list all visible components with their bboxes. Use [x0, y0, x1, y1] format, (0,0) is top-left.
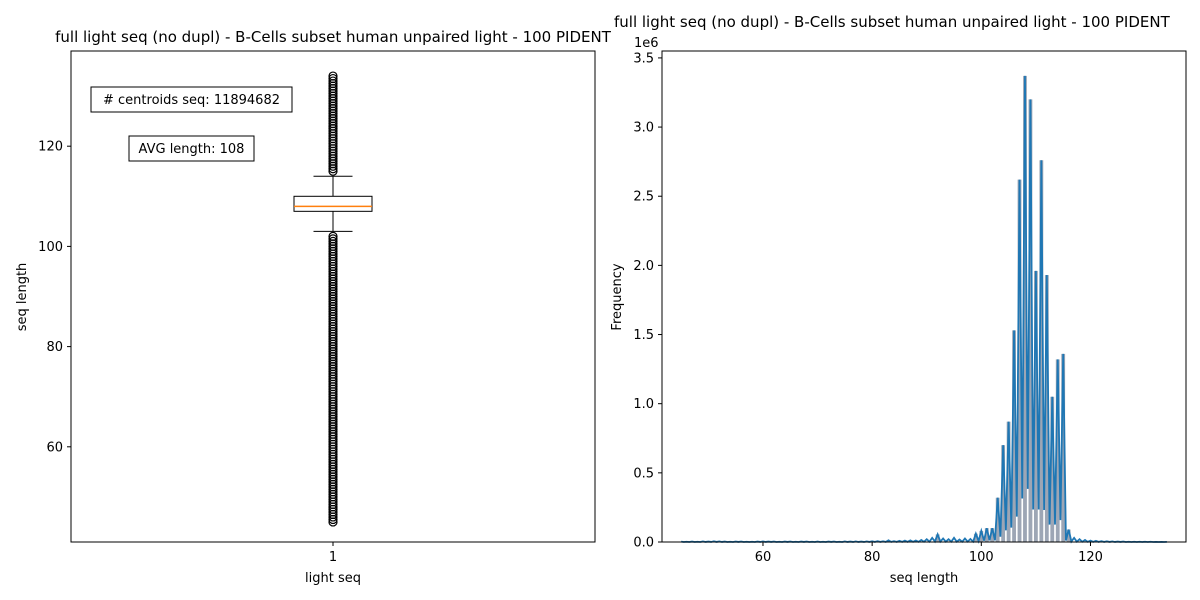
- outlier-point: [328, 73, 338, 84]
- annotation-avg-length-text: AVG length: 108: [139, 142, 245, 157]
- y-axis-ticks: 60 80 100 120: [38, 140, 71, 455]
- histogram-bar: [1066, 529, 1071, 542]
- outlier-markers: [328, 71, 338, 527]
- histogram-bars: [935, 75, 1071, 543]
- annotation-centroids: # centroids seq: 11894682: [90, 86, 293, 113]
- histogram-bar: [995, 497, 1000, 542]
- y-axis-label: seq length: [15, 263, 30, 332]
- histogram-bar: [1033, 270, 1038, 542]
- y-tick-label: 120: [38, 140, 63, 155]
- plot-area-frame-right: [661, 50, 1187, 543]
- histogram-bar: [990, 528, 995, 542]
- y-tick-label: 100: [38, 240, 63, 255]
- y-tick-label: 1.0: [633, 397, 654, 412]
- outlier-point: [328, 71, 338, 81]
- chart-title-right: full light seq (no dupl) - B-Cells subse…: [614, 13, 1171, 31]
- histogram-bar: [973, 533, 978, 542]
- outlier-point: [328, 236, 338, 246]
- histogram-bar: [1050, 396, 1055, 542]
- histogram-bar: [1017, 179, 1022, 542]
- x-axis-ticks-right: 60 80 100 120: [755, 542, 1103, 565]
- x-tick-label: 1: [329, 550, 337, 565]
- x-tick-label: 120: [1078, 550, 1103, 565]
- y-tick-label: 1.5: [633, 328, 654, 343]
- y-tick-label: 3.5: [633, 51, 654, 66]
- annotation-avg-length: AVG length: 108: [128, 135, 255, 162]
- histogram-bar: [1061, 353, 1066, 542]
- y-tick-label: 0.5: [633, 466, 654, 481]
- histogram-bar: [1006, 421, 1011, 542]
- x-tick-label: 60: [755, 550, 772, 565]
- x-tick-label: 100: [969, 550, 994, 565]
- histogram-bar: [1012, 330, 1016, 542]
- x-axis-label-right: seq length: [890, 571, 959, 586]
- y-axis-label-right: Frequency: [610, 263, 625, 330]
- y-tick-label: 3.0: [633, 121, 654, 136]
- histogram-bar: [984, 528, 989, 542]
- box-iqr: [293, 195, 373, 212]
- histogram-bar: [935, 534, 940, 542]
- histogram-bar: [1039, 160, 1044, 543]
- histogram-chart: full light seq (no dupl) - B-Cells subse…: [610, 13, 1187, 586]
- y-tick-label: 0.0: [633, 536, 654, 551]
- outlier-point: [328, 234, 338, 244]
- y-tick-label: 2.0: [633, 259, 654, 274]
- histogram-bar: [1044, 275, 1049, 542]
- y-tick-label: 2.5: [633, 190, 654, 205]
- y-tick-label: 80: [46, 340, 63, 355]
- histogram-bar: [979, 530, 984, 542]
- x-axis-ticks: 1: [329, 542, 337, 565]
- x-tick-label: 80: [864, 550, 881, 565]
- y-axis-ticks-right: 0.0 0.5 1.0 1.5 2.0 2.5 3.0 3.5: [633, 51, 662, 551]
- outlier-point: [328, 231, 338, 241]
- annotation-centroids-text: # centroids seq: 11894682: [103, 93, 280, 108]
- histogram-bar: [1023, 75, 1027, 542]
- chart-title: full light seq (no dupl) - B-Cells subse…: [55, 28, 612, 46]
- boxplot-chart: full light seq (no dupl) - B-Cells subse…: [15, 28, 612, 586]
- x-axis-label: light seq: [305, 571, 361, 586]
- outlier-point: [328, 76, 338, 86]
- histogram-bar: [1001, 445, 1006, 542]
- histogram-bar: [1055, 359, 1060, 542]
- box-element: [293, 175, 373, 232]
- y-tick-label: 60: [46, 440, 63, 455]
- histogram-bar: [1028, 99, 1033, 542]
- series-line: [680, 75, 1167, 544]
- y-offset-label: 1e6: [634, 36, 659, 51]
